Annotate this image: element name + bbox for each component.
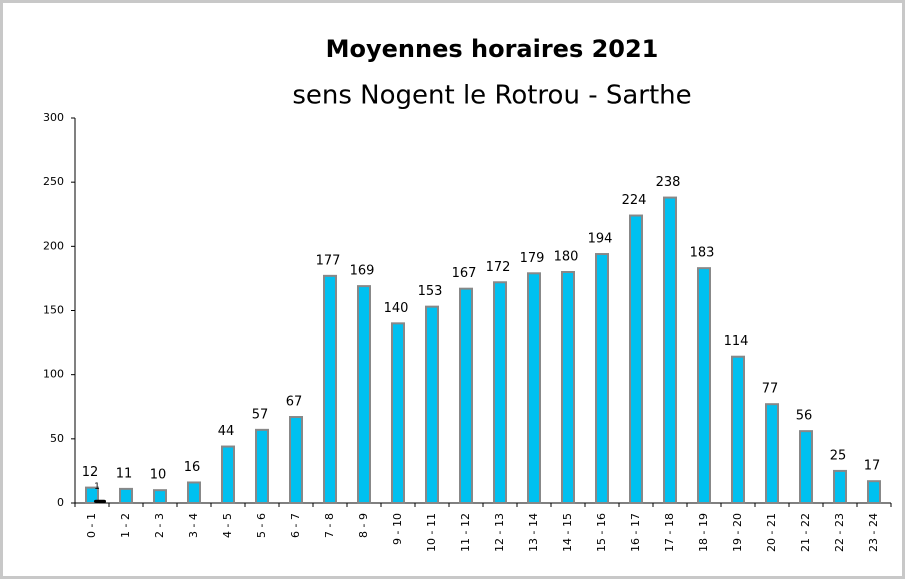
x-tick-label: 0 - 1 [85, 513, 98, 538]
data-label: 169 [350, 264, 375, 279]
x-tick-label: 18 - 19 [697, 513, 710, 552]
x-tick-label: 9 - 10 [391, 513, 404, 545]
bar [391, 322, 405, 505]
data-label: 180 [554, 250, 579, 265]
x-tick-label: 17 - 18 [663, 513, 676, 552]
x-tick-label: 10 - 11 [425, 513, 438, 552]
x-tick-label: 4 - 5 [221, 513, 234, 538]
x-tick-label: 2 - 3 [153, 513, 166, 538]
y-tick-label: 300 [43, 111, 64, 124]
x-tick-label: 11 - 12 [459, 513, 472, 552]
bar [493, 281, 507, 504]
data-label: 167 [452, 266, 477, 281]
y-tick-label: 200 [43, 239, 64, 252]
data-label: 57 [252, 407, 269, 422]
x-tick-label: 15 - 16 [595, 513, 608, 552]
x-tick-label: 22 - 23 [833, 513, 846, 552]
x-tick-label: 16 - 17 [629, 513, 642, 552]
chart-subtitle: sens Nogent le Rotrou - Sarthe [292, 81, 691, 111]
x-tick-label: 13 - 14 [527, 513, 540, 552]
bar [323, 274, 337, 504]
data-label: 224 [622, 193, 647, 208]
data-label: 183 [690, 246, 715, 261]
bar [867, 480, 881, 504]
bar [561, 271, 575, 504]
bar [697, 267, 711, 504]
data-label: 153 [418, 284, 443, 299]
data-label: 12 [82, 465, 99, 480]
x-tick-label: 1 - 2 [119, 513, 132, 538]
bar [663, 196, 677, 504]
data-label: 25 [830, 448, 847, 463]
x-tick-label: 19 - 20 [731, 513, 744, 552]
data-label: 77 [762, 382, 779, 397]
data-label: 194 [588, 232, 613, 247]
bar [731, 355, 745, 505]
bar [221, 445, 235, 504]
data-label: 238 [656, 175, 681, 190]
bar [357, 285, 371, 504]
y-tick-label: 250 [43, 175, 64, 188]
bar [119, 487, 133, 504]
bar [289, 416, 303, 504]
x-tick-label: 5 - 6 [255, 513, 268, 538]
x-tick-label: 14 - 15 [561, 513, 574, 552]
bar [459, 287, 473, 504]
y-tick-label: 0 [57, 496, 64, 509]
data-label: 67 [286, 395, 303, 410]
x-tick-label: 23 - 24 [867, 513, 880, 552]
annotation-label: 1 [94, 482, 100, 492]
bar [85, 486, 99, 505]
data-label: 10 [150, 468, 167, 483]
data-label: 56 [796, 409, 813, 424]
data-label: 11 [116, 466, 133, 481]
data-label: 177 [316, 253, 341, 268]
data-label: 140 [384, 301, 409, 316]
bar [527, 272, 541, 504]
y-tick-label: 150 [43, 304, 64, 317]
y-tick-label: 100 [43, 368, 64, 381]
bar [187, 481, 201, 505]
bar [153, 489, 167, 504]
data-label: 16 [184, 460, 201, 475]
x-tick-label: 21 - 22 [799, 513, 812, 552]
bar [833, 469, 847, 504]
y-tick-label: 50 [50, 432, 64, 445]
data-label: 172 [486, 260, 511, 275]
x-tick-label: 7 - 8 [323, 513, 336, 538]
bar [595, 253, 609, 504]
x-tick-label: 6 - 7 [289, 513, 302, 538]
bar [765, 403, 779, 504]
annotation-mark [94, 499, 106, 503]
bar [425, 305, 439, 504]
data-label: 17 [864, 459, 881, 474]
chart-title: Moyennes horaires 2021 [326, 35, 659, 63]
bar [255, 428, 269, 505]
x-tick-label: 3 - 4 [187, 513, 200, 538]
x-tick-label: 20 - 21 [765, 513, 778, 552]
data-label: 179 [520, 251, 545, 266]
x-tick-label: 12 - 13 [493, 513, 506, 552]
data-label: 44 [218, 424, 235, 439]
data-label: 114 [724, 334, 749, 349]
bar [799, 430, 813, 504]
bar [629, 214, 643, 505]
x-tick-label: 8 - 9 [357, 513, 370, 538]
